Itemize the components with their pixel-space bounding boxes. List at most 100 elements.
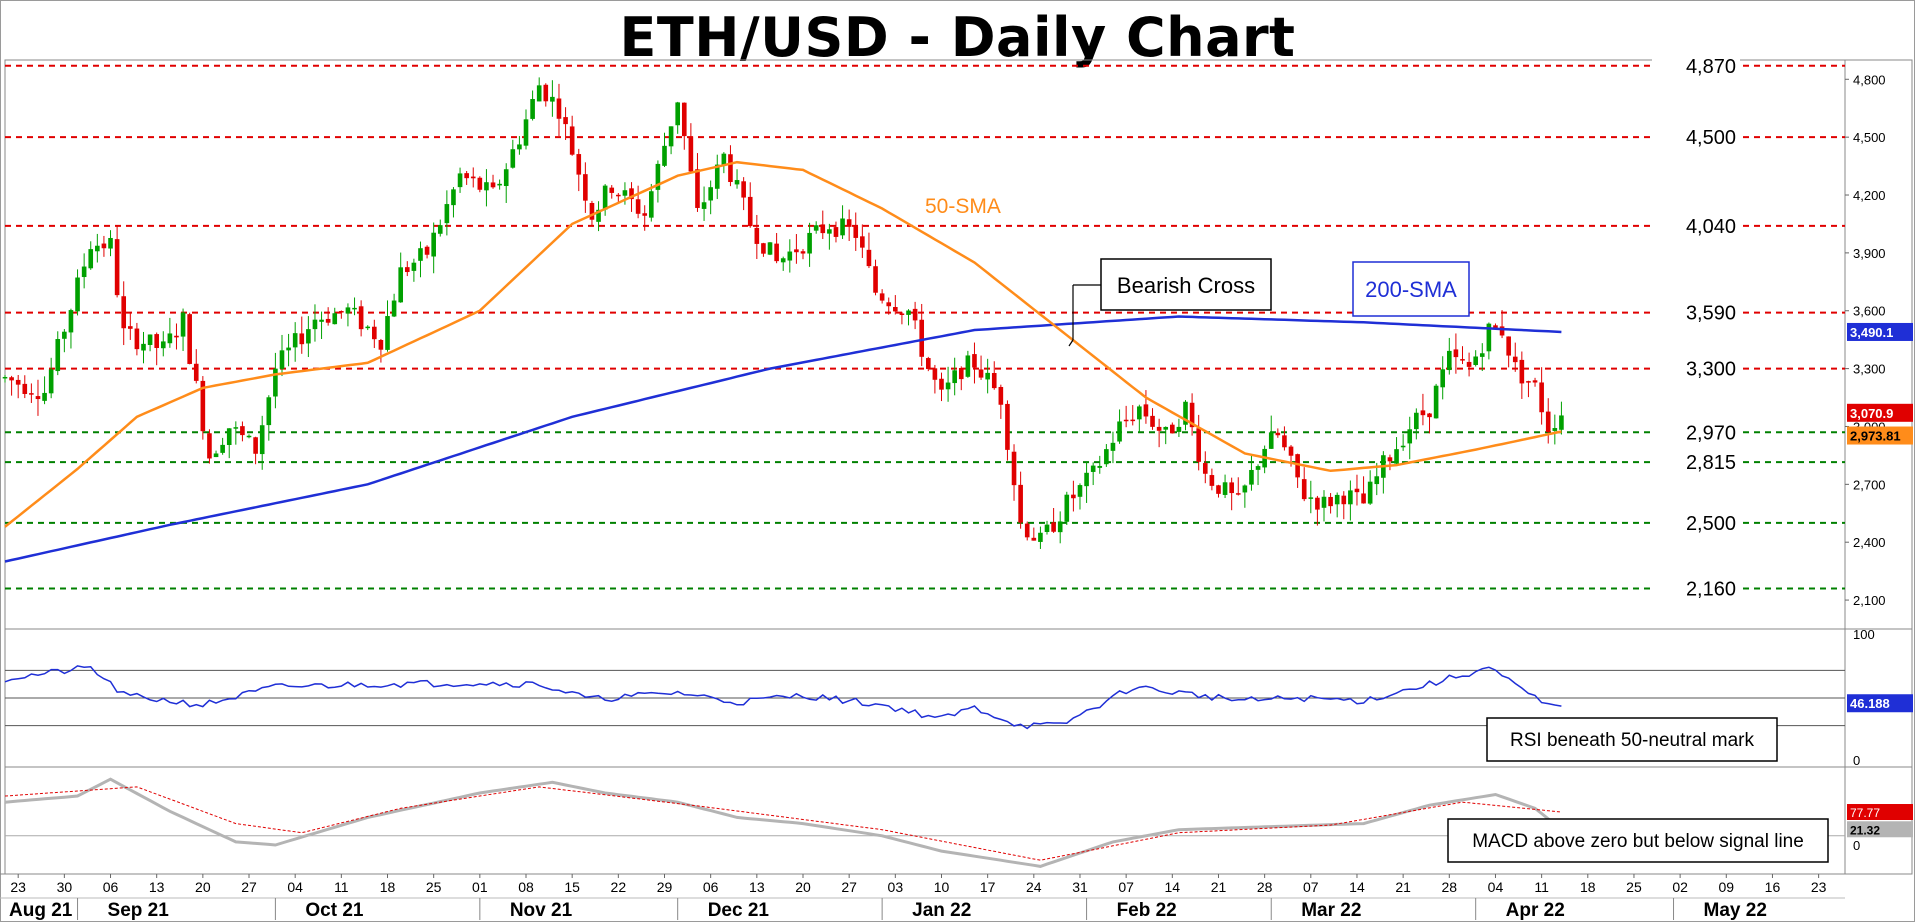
candle-body — [127, 326, 133, 329]
candle-body — [1414, 412, 1419, 430]
candle-body — [1479, 353, 1485, 357]
x-tick-label: 01 — [472, 879, 488, 895]
x-tick-label: 23 — [10, 879, 26, 895]
candle-body — [154, 334, 159, 348]
macd-annotation: MACD above zero but below signal line — [1472, 831, 1804, 852]
candle-body — [1189, 402, 1195, 428]
signal-value-tag: 77.77 — [1850, 806, 1880, 820]
level-label-4,040: 4,040 — [1686, 216, 1736, 238]
candle-body — [1110, 442, 1116, 451]
x-tick-label: 21 — [1395, 879, 1411, 895]
candle-body — [1512, 356, 1518, 363]
bearish-cross-box — [1100, 258, 1272, 311]
candle-body — [187, 314, 192, 364]
candle-body — [444, 204, 450, 224]
x-month-label: May 22 — [1704, 900, 1767, 921]
level-label-2,500: 2,500 — [1686, 513, 1736, 535]
candle-body — [279, 350, 285, 369]
candle-body — [299, 333, 305, 345]
candle-body — [1374, 476, 1380, 485]
candle-body — [1024, 523, 1030, 538]
level-label-2,970: 2,970 — [1686, 422, 1736, 444]
candle-body — [490, 182, 496, 188]
candle-body — [813, 225, 819, 231]
candle-body — [1473, 356, 1478, 366]
candle-body — [681, 102, 687, 137]
candle-body — [952, 370, 957, 384]
candle-body — [29, 393, 34, 395]
candle-body — [1499, 326, 1505, 336]
candle-body — [358, 306, 364, 330]
y-tick-label: 4,200 — [1853, 188, 1886, 203]
candle-body — [437, 225, 443, 234]
x-tick-label: 06 — [103, 879, 119, 895]
level-label-4,500: 4,500 — [1686, 127, 1736, 149]
x-tick-label: 04 — [1488, 879, 1504, 895]
candle-body — [1176, 426, 1182, 432]
candle-body — [563, 117, 568, 125]
candle-body — [1394, 449, 1399, 464]
candle-body — [246, 435, 252, 438]
level-label-bg — [1652, 421, 1740, 444]
candle-body — [319, 319, 324, 322]
candle-body — [945, 382, 951, 390]
candle-body — [853, 226, 859, 238]
candle-body — [1163, 426, 1169, 430]
candle-body — [1071, 494, 1076, 499]
level-label-4,870: 4,870 — [1686, 56, 1736, 78]
candle-body — [1268, 432, 1274, 449]
candle-body — [88, 249, 94, 269]
candle-body — [833, 227, 839, 237]
candle-body — [780, 258, 786, 263]
x-tick-label: 31 — [1072, 879, 1088, 895]
candle-body — [1011, 451, 1017, 486]
candle-body — [998, 386, 1004, 405]
candle-body — [794, 249, 799, 253]
candle-body — [1493, 325, 1498, 328]
candle-body — [1387, 457, 1393, 462]
candle-body — [747, 196, 753, 227]
candle-body — [668, 126, 674, 147]
candle-body — [642, 213, 648, 216]
rsi-annotation-box — [1486, 717, 1778, 762]
x-month-label: Apr 22 — [1506, 900, 1565, 921]
candle-body — [1341, 495, 1347, 505]
x-tick-label: 15 — [564, 879, 580, 895]
level-label-2,160: 2,160 — [1686, 578, 1736, 600]
candle-body — [695, 169, 700, 208]
candle-body — [523, 119, 529, 146]
rsi-line — [4, 665, 1562, 730]
candle-body — [688, 136, 694, 172]
candle-body — [543, 84, 549, 102]
candle-body — [1275, 432, 1281, 436]
bearish-cross-annotation: Bearish Cross — [1117, 273, 1255, 298]
candle-body — [932, 368, 938, 380]
candle-body — [1506, 336, 1511, 356]
candle-body — [985, 372, 990, 380]
candle-body — [503, 169, 509, 187]
candle-body — [1552, 428, 1558, 431]
y-tick-label: 2,400 — [1853, 535, 1886, 550]
candle-body — [1315, 497, 1320, 510]
candle-body — [1486, 323, 1492, 352]
candle-body — [35, 396, 41, 400]
candle-body — [1354, 488, 1360, 493]
candle-body — [635, 199, 641, 214]
candle-body — [273, 368, 278, 397]
candle-body — [1433, 385, 1439, 419]
sma50-value-tag: 2,973.81 — [1850, 429, 1901, 444]
candlestick-series — [2, 77, 1564, 549]
candle-body — [602, 185, 608, 210]
candle-body — [147, 334, 153, 345]
candle-body — [62, 331, 67, 339]
candle-body — [1196, 428, 1201, 462]
sma50-line — [4, 160, 1562, 528]
candle-body — [840, 218, 845, 236]
candle-body — [1532, 380, 1538, 383]
x-tick-label: 29 — [657, 879, 673, 895]
x-tick-label: 16 — [1765, 879, 1781, 895]
macd-value-tag: 21.32 — [1850, 823, 1880, 837]
candle-body — [1117, 421, 1122, 442]
candle-body — [1150, 415, 1155, 427]
